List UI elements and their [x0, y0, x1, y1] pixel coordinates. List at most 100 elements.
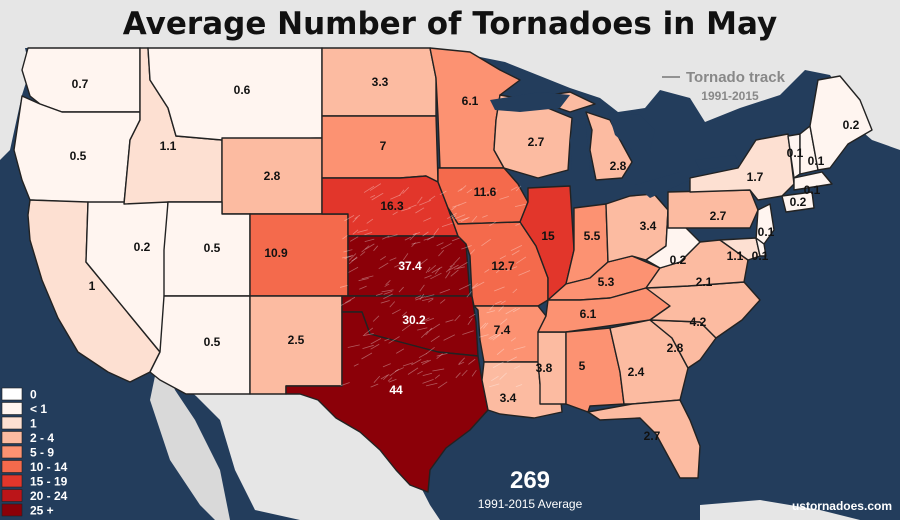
caribbean-land: [700, 500, 860, 520]
legend-swatch: [1, 416, 23, 430]
state-nj: [755, 203, 775, 245]
lake-erie: [635, 172, 690, 198]
state-value-co: 10.9: [264, 246, 288, 260]
state-value-ma: 0.1: [804, 183, 821, 197]
state-az: [149, 295, 251, 395]
state-value-ms: 3.8: [536, 361, 553, 375]
state-value-wv: 0.2: [670, 253, 687, 267]
legend-label: 25 +: [30, 504, 54, 518]
state-value-id: 1.1: [160, 139, 177, 153]
state-value-az: 0.5: [204, 335, 221, 349]
states-layer: [13, 47, 873, 493]
lake-huron: [608, 112, 655, 150]
tornado-track-label: Tornado track: [686, 69, 786, 86]
state-value-sd: 7: [380, 139, 387, 153]
state-value-ga: 2.4: [628, 365, 645, 379]
total-value: 269: [510, 467, 550, 494]
state-value-vt: 0.1: [787, 146, 804, 160]
legend-swatch: [1, 489, 23, 502]
state-value-ky: 5.3: [598, 275, 615, 289]
state-ny: [689, 133, 795, 201]
state-value-ne: 16.3: [380, 199, 404, 213]
legend-label: 1: [30, 417, 37, 431]
legend-label: 5 - 9: [30, 446, 54, 460]
state-value-wi: 2.7: [528, 135, 545, 149]
legend-swatch: [1, 387, 23, 401]
state-value-ia: 11.6: [474, 185, 497, 199]
page-title: Average Number of Tornadoes in May: [123, 6, 777, 42]
state-fl: [587, 399, 701, 479]
state-il: [519, 185, 575, 301]
state-value-me: 0.2: [843, 118, 860, 132]
state-value-tx: 44: [389, 383, 403, 397]
state-tx: [285, 311, 489, 493]
title-banner: [150, 0, 750, 46]
state-me: [809, 75, 873, 171]
state-ma: [793, 171, 833, 191]
state-value-va: 2.1: [696, 275, 713, 289]
state-value-mi: 2.8: [610, 159, 627, 173]
state-de: [755, 237, 767, 257]
state-value-mn: 6.1: [462, 94, 479, 108]
state-value-mt: 0.6: [234, 83, 251, 97]
lake-ontario: [695, 155, 740, 170]
state-value-ca: 1: [89, 279, 96, 293]
total-label: 1991-2015 Average: [478, 497, 583, 511]
legend-label: 10 - 14: [30, 460, 68, 474]
state-value-ny: 1.7: [747, 170, 764, 184]
coast-land: [0, 48, 30, 160]
legend-swatch: [1, 431, 23, 444]
state-ct: [781, 191, 815, 213]
state-nd: [321, 47, 437, 117]
lake-michigan: [570, 118, 590, 185]
state-value-nd: 3.3: [372, 75, 389, 89]
state-value-la: 3.4: [500, 391, 517, 405]
state-value-nh: 0.1: [808, 154, 825, 168]
state-value-ok: 30.2: [402, 313, 426, 327]
value-labels: 0.7 0.5 1 0.2 1.1 0.6 2.8 0.5 0.5 10.9 2.5 3.3 7 16.3…: [70, 75, 860, 443]
legend-label: 15 - 19: [30, 475, 68, 489]
state-value-nc: 4.2: [690, 315, 707, 329]
state-value-pa: 2.7: [710, 209, 727, 223]
legend-swatch: [1, 474, 23, 488]
legend-label: 0: [30, 388, 37, 402]
state-value-wy: 2.8: [264, 169, 281, 183]
state-value-oh: 3.4: [640, 219, 657, 233]
legend-swatch: [1, 503, 23, 517]
state-value-ct: 0.2: [790, 195, 807, 209]
state-value-al: 5: [579, 359, 586, 373]
legend-label: 2 - 4: [30, 431, 54, 445]
lake-superior: [490, 92, 570, 112]
tornado-track-years: 1991-2015: [701, 89, 759, 103]
state-value-ks: 37.4: [398, 259, 422, 273]
state-value-in: 5.5: [584, 229, 601, 243]
state-wv: [645, 209, 701, 269]
legend-swatch: [1, 445, 23, 459]
legend-label: 20 - 24: [30, 489, 68, 503]
state-value-or: 0.5: [70, 149, 87, 163]
credit-text: ustornadoes.com: [792, 499, 892, 513]
state-value-sc: 2.8: [667, 341, 684, 355]
state-value-ut: 0.5: [204, 241, 221, 255]
state-value-nj: 0.1: [758, 225, 775, 239]
state-value-il: 15: [541, 229, 555, 243]
state-value-fl: 2.7: [644, 429, 661, 443]
legend-swatch: [1, 460, 23, 473]
state-ks: [347, 235, 471, 297]
state-value-nm: 2.5: [288, 333, 305, 347]
tornado-tracks: [339, 183, 531, 391]
state-value-de: 0.1: [752, 249, 769, 263]
state-value-wa: 0.7: [72, 77, 89, 91]
state-value-ar: 7.4: [494, 323, 511, 337]
baja-land: [150, 352, 230, 520]
state-value-nv: 0.2: [134, 240, 151, 254]
legend-swatch: [1, 402, 23, 415]
state-value-mo: 12.7: [491, 259, 515, 273]
legend-label: < 1: [30, 402, 47, 416]
great-lakes: [490, 92, 740, 198]
state-value-md: 1.1: [727, 249, 744, 263]
state-value-tn: 6.1: [580, 307, 597, 321]
